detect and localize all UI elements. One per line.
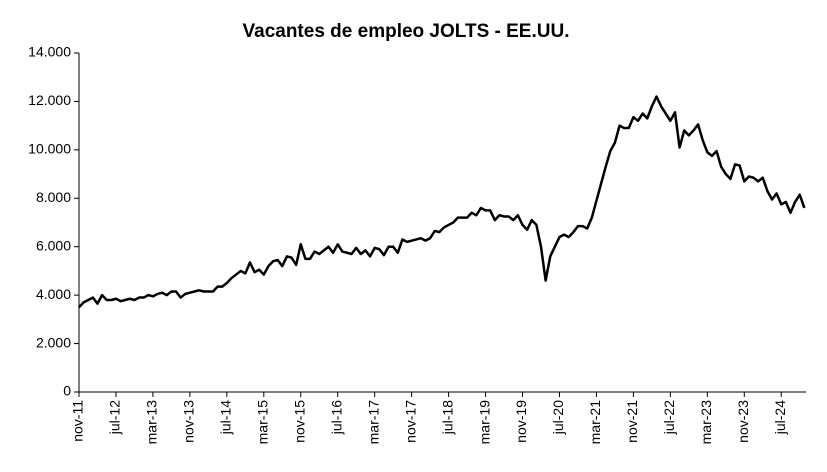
x-tick-label: jul-14 <box>218 400 234 435</box>
x-tick-label: nov-13 <box>181 400 197 443</box>
chart-title: Vacantes de empleo JOLTS - EE.UU. <box>243 21 570 42</box>
x-tick-label: jul-16 <box>328 400 344 435</box>
x-tick-label: jul-20 <box>550 400 566 435</box>
x-tick-label: jul-18 <box>439 400 455 435</box>
y-tick-label: 0 <box>63 383 71 399</box>
x-tick-label: nov-15 <box>291 400 307 443</box>
x-tick-label: mar-13 <box>144 400 160 445</box>
y-tick-label: 14.000 <box>28 44 71 60</box>
y-tick-label: 6.000 <box>36 237 71 253</box>
y-tick-label: 8.000 <box>36 189 71 205</box>
x-tick-label: jul-12 <box>107 400 123 435</box>
x-tick-label: mar-21 <box>587 400 603 445</box>
x-tick-label: nov-19 <box>513 400 529 443</box>
x-tick-label: mar-17 <box>365 400 381 445</box>
x-tick-label: nov-21 <box>624 400 640 443</box>
x-tick-label: jul-22 <box>661 400 677 435</box>
x-tick-label: nov-17 <box>402 400 418 443</box>
x-tick-label: nov-23 <box>735 400 751 443</box>
y-tick-label: 2.000 <box>36 334 71 350</box>
x-tick-label: nov-11 <box>70 400 86 442</box>
x-tick-label: mar-15 <box>255 400 271 445</box>
y-tick-label: 12.000 <box>28 92 71 108</box>
y-tick-label: 4.000 <box>36 286 71 302</box>
x-tick-label: jul-24 <box>772 400 788 435</box>
x-tick-label: mar-19 <box>476 400 492 445</box>
x-tick-label: mar-23 <box>698 400 714 445</box>
y-tick-label: 10.000 <box>28 141 71 157</box>
data-line <box>78 95 806 309</box>
